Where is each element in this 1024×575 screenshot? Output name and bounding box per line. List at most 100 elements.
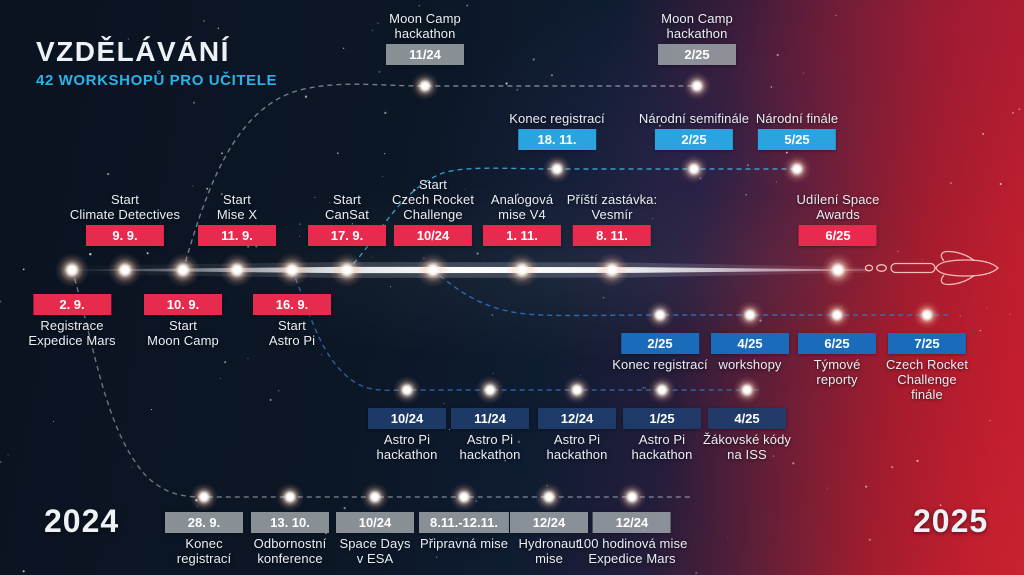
event-date-badge: 10/24 [368,408,446,429]
event-label: Konec registrací [509,111,605,126]
event-label: Týmové reporty [813,357,861,387]
event-label: Moon Camp hackathon [389,11,461,41]
expedice-mars-path [71,269,692,498]
page-subtitle: 42 WORKSHOPŮ PRO UČITELE [36,72,278,89]
event-date-badge: 5/25 [758,129,836,150]
czech-rocket-path [432,269,950,317]
event-pripravna-mise: 8.11.-12.11. Připravná mise [419,512,509,551]
event-narodni-finale: Národní finále 5/25 [756,111,838,150]
event-crc-konec-registraci: 2/25 Konec registrací [612,333,708,372]
event-label: Astro Pi hackathon [376,432,438,462]
event-odbornostni-konference: 13. 10. Odbornostní konference [251,512,329,566]
event-date-badge: 11. 9. [198,225,276,246]
event-crc-workshopy: 4/25 workshopy [711,333,789,372]
event-date-badge: 4/25 [707,408,786,429]
event-label: 100 hodinová mise Expedice Mars [576,536,688,566]
astro-pi-path [291,269,760,392]
event-date-badge: 4/25 [711,333,789,354]
event-astro-pi-hackathon-3: 12/24 Astro Pi hackathon [538,408,616,462]
event-start-climate-detectives: Start Climate Detectives 9. 9. [70,180,180,246]
event-date-badge: 2/25 [655,129,733,150]
event-start-czech-rocket-challenge: Start Czech Rocket Challenge 10/24 [391,177,475,246]
event-start-cansat: Start CanSat 17. 9. [308,180,386,246]
event-date-badge: 12/24 [510,512,588,533]
event-label: Czech Rocket Challenge finále [885,357,969,402]
event-zakovske-kody-na-iss: 4/25 Žákovské kódy na ISS [703,408,791,462]
event-date-badge: 8. 11. [573,225,651,246]
event-label: Start Moon Camp [147,318,219,348]
event-date-badge: 6/25 [798,333,876,354]
event-label: Astro Pi hackathon [459,432,521,462]
rocket-icon [864,250,999,286]
event-label: Start Czech Rocket Challenge [391,177,475,222]
event-label: Žákovské kódy na ISS [702,432,792,462]
event-label: Hydronaut mise [518,536,580,566]
event-label: Start Climate Detectives [69,192,181,222]
event-date-badge: 11/24 [451,408,529,429]
year-2024: 2024 [44,503,120,539]
event-date-badge: 9. 9. [85,225,164,246]
event-date-badge: 18. 11. [517,129,596,150]
event-crc-tymove-reporty: 6/25 Týmové reporty [798,333,876,387]
event-label: Astro Pi hackathon [631,432,693,462]
event-label: Konec registrací [176,536,232,566]
event-label: Astro Pi hackathon [546,432,608,462]
event-date-badge: 28. 9. [165,512,243,533]
year-2025: 2025 [913,503,989,539]
event-registrace-expedice-mars: 2. 9. Registrace Expedice Mars [28,294,116,348]
event-label: Národní finále [755,111,839,126]
moon-camp-path [182,83,697,271]
event-date-badge: 12/24 [593,512,671,533]
event-date-badge: 2. 9. [33,294,111,315]
event-label: Národní semifinále [638,111,750,126]
event-label: Start CanSat [325,192,369,222]
event-label: workshopy [718,357,782,372]
event-hydronaut-mise: 12/24 Hydronaut mise [510,512,588,566]
event-label: Space Days v ESA [339,536,411,566]
starfield [0,4,1021,575]
event-start-moon-camp: 10. 9. Start Moon Camp [144,294,222,348]
event-date-badge: 8.11.-12.11. [419,512,509,533]
event-start-mise-x: Start Mise X 11. 9. [198,180,276,246]
event-pristi-zastavka-vesmir: Příští zastávka: Vesmír 8. 11. [567,180,657,246]
event-date-badge: 1/25 [623,408,701,429]
main-timeline [60,266,868,274]
event-label: Odbornostní konference [253,536,327,566]
event-date-badge: 17. 9. [308,225,386,246]
event-date-badge: 2/25 [620,333,699,354]
event-astro-pi-hackathon-1: 10/24 Astro Pi hackathon [368,408,446,462]
event-label: Připravná mise [419,536,509,551]
event-moon-camp-hackathon-2: Moon Camp hackathon 2/25 [658,11,736,65]
event-date-badge: 1. 11. [483,225,561,246]
event-narodni-semifinale: Národní semifinále 2/25 [639,111,749,150]
event-start-astro-pi: 16. 9. Start Astro Pi [253,294,331,348]
event-date-badge: 12/24 [538,408,616,429]
event-label: Udílení Space Awards [796,192,880,222]
event-label: Příští zastávka: Vesmír [566,192,658,222]
event-label: Analogová mise V4 [490,192,554,222]
event-cansat-konec-registraci: Konec registrací 18. 11. [509,111,605,150]
event-label: Registrace Expedice Mars [28,318,116,348]
event-date-badge: 7/25 [888,333,966,354]
event-udileni-space-awards: Udílení Space Awards 6/25 [797,180,880,246]
event-label: Start Astro Pi [268,318,316,348]
event-100-hodinova-mise: 12/24 100 hodinová mise Expedice Mars [577,512,688,566]
page-title: VZDĚLÁVÁNÍ [36,36,230,67]
event-date-badge: 10/24 [336,512,414,533]
event-astro-pi-hackathon-4: 1/25 Astro Pi hackathon [623,408,701,462]
event-date-badge: 2/25 [658,44,736,65]
event-astro-pi-hackathon-2: 11/24 Astro Pi hackathon [451,408,529,462]
event-label: Moon Camp hackathon [661,11,733,41]
event-moon-camp-hackathon-1: Moon Camp hackathon 11/24 [386,11,464,65]
event-date-badge: 10. 9. [144,294,222,315]
event-date-badge: 16. 9. [253,294,331,315]
event-label: Start Mise X [216,192,258,222]
event-em-konec-registraci: 28. 9. Konec registrací [165,512,243,566]
event-date-badge: 13. 10. [251,512,329,533]
event-crc-finale: 7/25 Czech Rocket Challenge finále [886,333,968,402]
event-space-days-v-esa: 10/24 Space Days v ESA [336,512,414,566]
event-label: Konec registrací [612,357,708,372]
event-analogova-mise-v4: Analogová mise V4 1. 11. [483,180,561,246]
